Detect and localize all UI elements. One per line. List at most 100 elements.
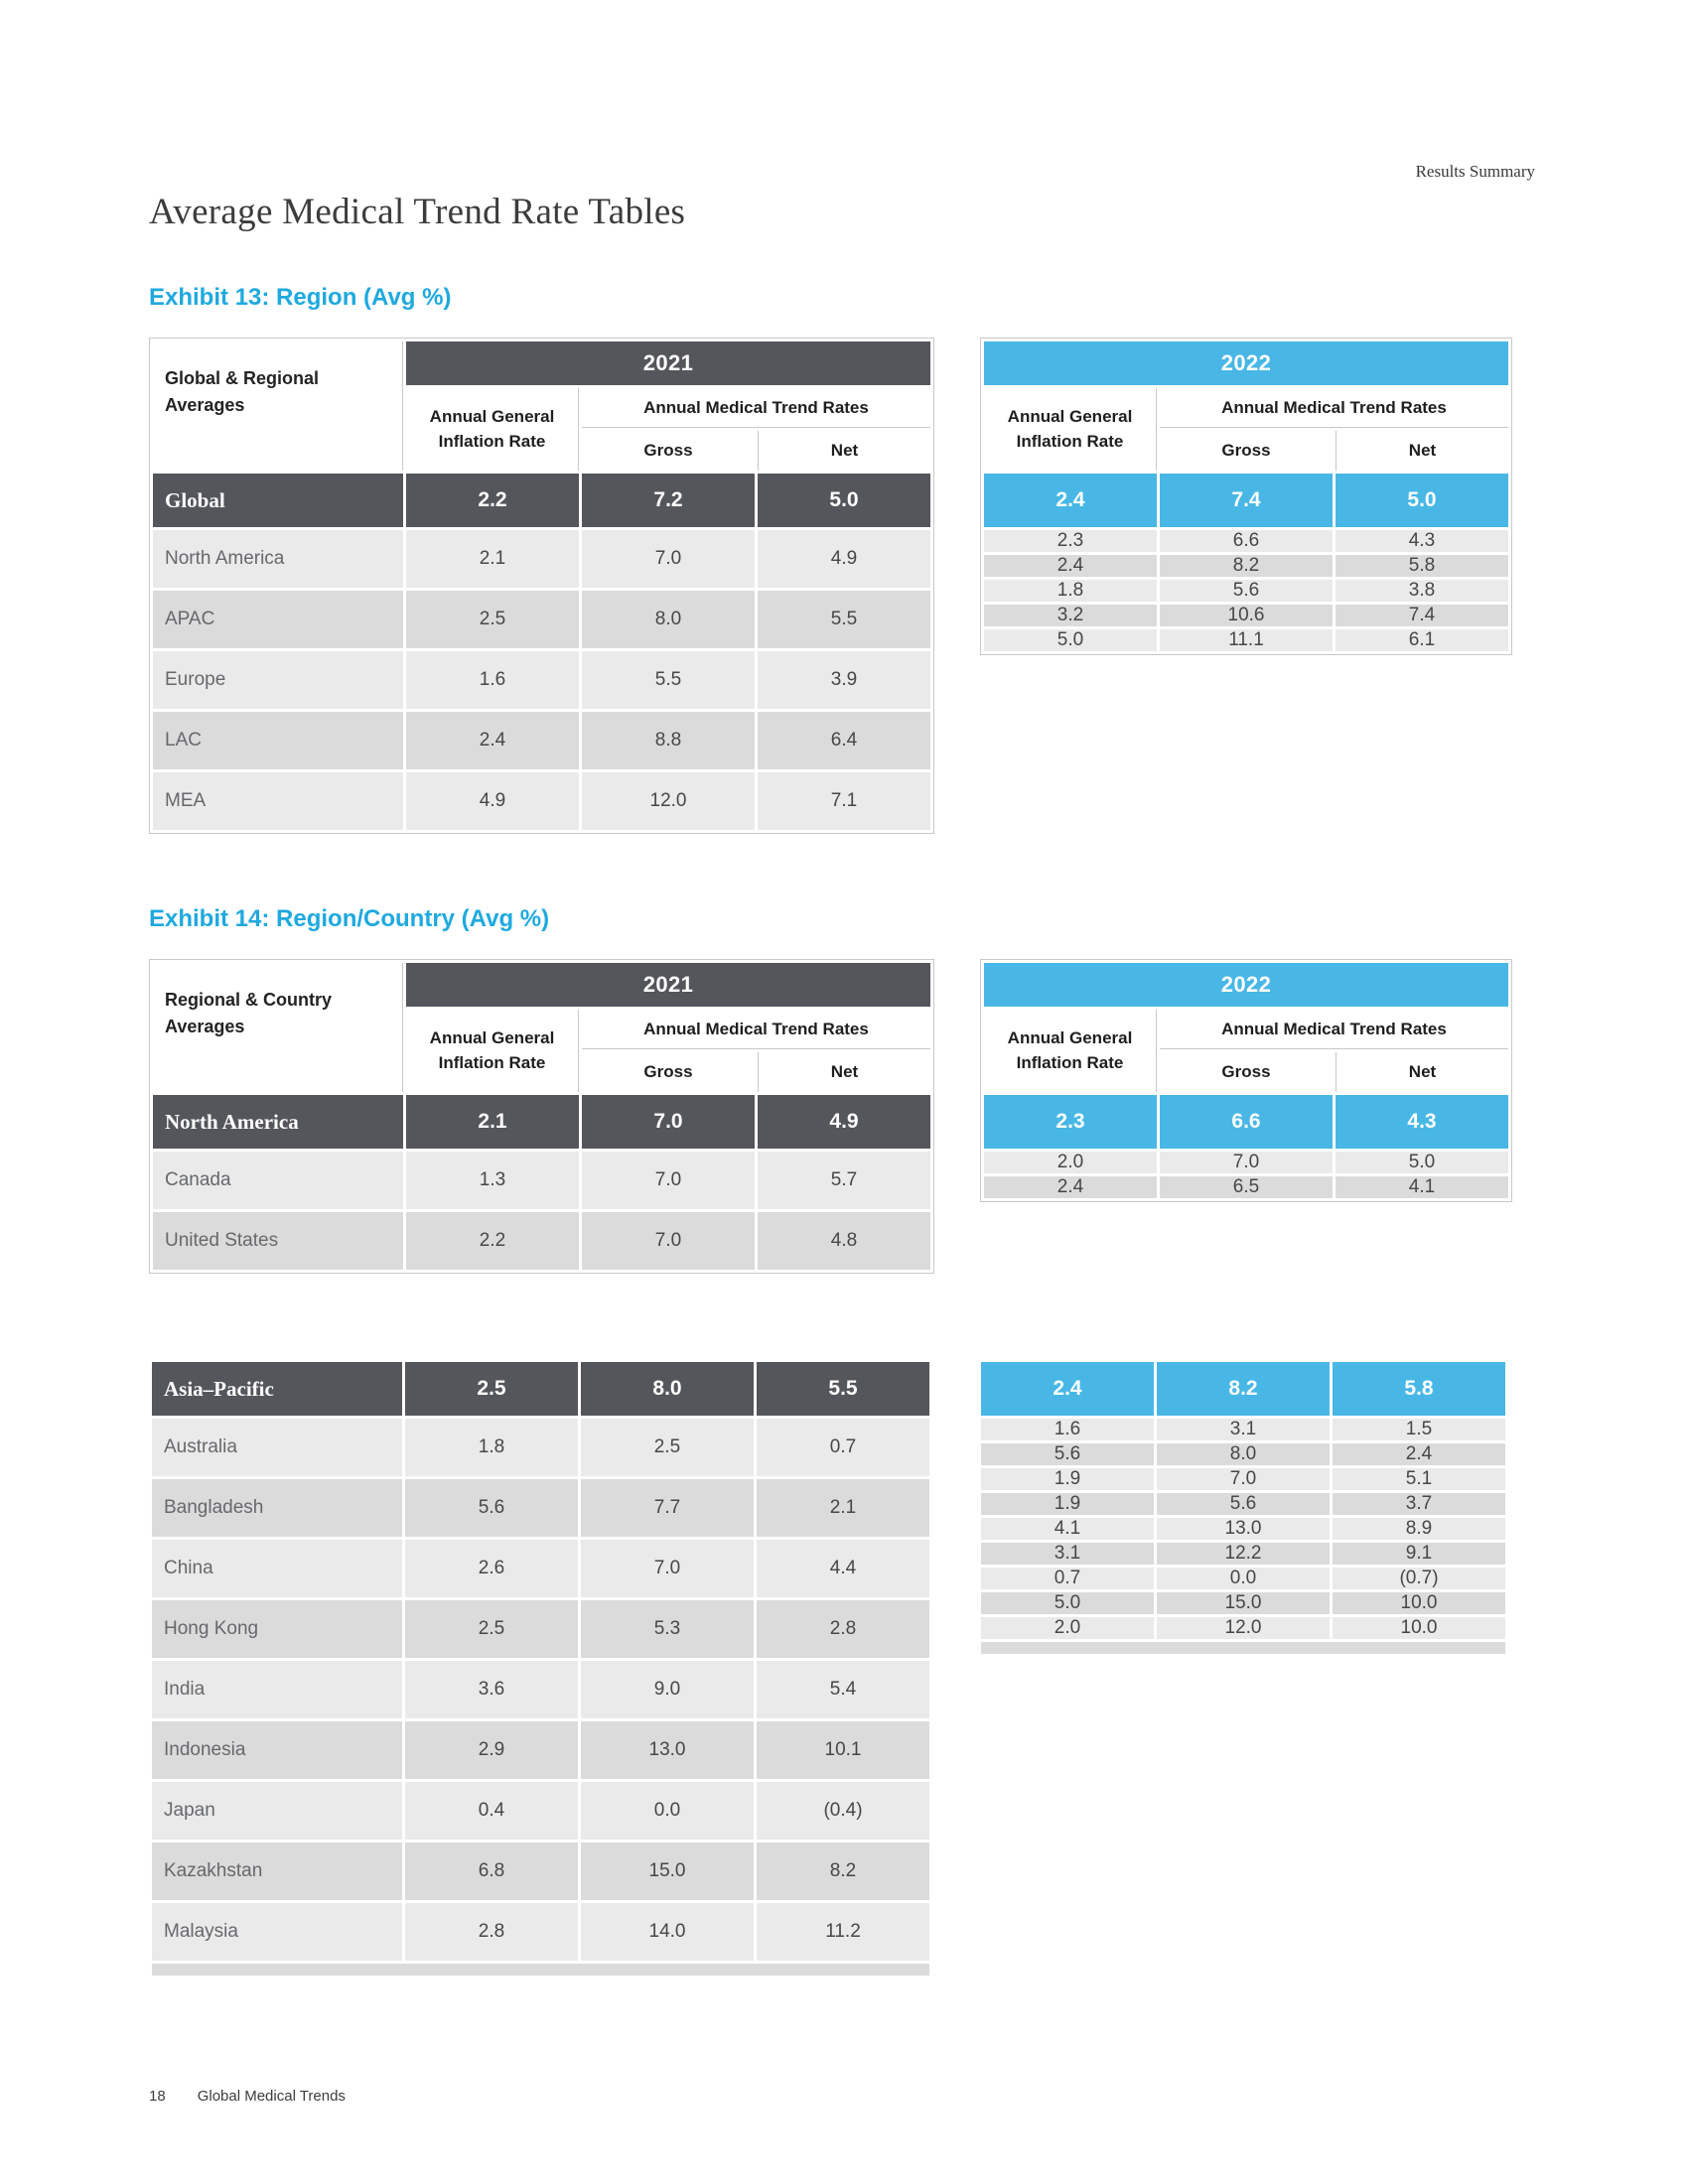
value-cell: 7.0 — [582, 1095, 755, 1150]
summary-row: Asia–Pacific 2.5 8.0 5.5 — [152, 1362, 929, 1417]
value-cell: 2.2 — [406, 1212, 579, 1271]
value-cell: 10.0 — [1333, 1592, 1505, 1615]
table-row: Japan 0.4 0.0 (0.4) — [152, 1782, 929, 1841]
country-label: United States — [153, 1212, 403, 1271]
value-cell: (0.4) — [757, 1782, 929, 1841]
value-cell: 1.8 — [984, 580, 1157, 603]
region-label: Global — [153, 474, 403, 528]
summary-row: 2.4 7.4 5.0 — [984, 474, 1508, 528]
truncated-row — [981, 1642, 1505, 1655]
table-row: 5.0 11.1 6.1 — [984, 629, 1508, 652]
table-row: India 3.6 9.0 5.4 — [152, 1661, 929, 1719]
summary-row: Global 2.2 7.2 5.0 — [153, 474, 930, 528]
value-cell: 6.6 — [1160, 1095, 1333, 1150]
table-row: MEA 4.9 12.0 7.1 — [153, 772, 930, 831]
summary-row: North America 2.1 7.0 4.9 — [153, 1095, 930, 1150]
value-cell: 4.9 — [758, 530, 930, 589]
table-row: 2.0 7.0 5.0 — [984, 1152, 1508, 1174]
value-cell: 3.2 — [984, 605, 1157, 627]
table-row: Australia 1.8 2.5 0.7 — [152, 1419, 929, 1477]
value-cell: 2.5 — [581, 1419, 754, 1477]
value-cell: 8.0 — [582, 591, 755, 649]
table-row: 3.2 10.6 7.4 — [984, 605, 1508, 627]
value-cell: 8.2 — [1157, 1362, 1330, 1417]
value-cell: 0.0 — [581, 1782, 754, 1841]
exhibit14-apac-table-2021: Asia–Pacific 2.5 8.0 5.5 Australia 1.8 2… — [149, 1359, 932, 1979]
value-cell: 6.8 — [405, 1843, 578, 1901]
table-row: 2022 — [984, 341, 1508, 386]
value-cell: 2.4 — [984, 474, 1157, 528]
col-header-gross: Gross — [582, 431, 755, 472]
table-row: Annual General Inflation Rate Annual Med… — [984, 388, 1508, 472]
value-cell: (0.7) — [1333, 1568, 1505, 1590]
region-label: North America — [153, 1095, 403, 1150]
exhibit14-apac-table-2022: 2.4 8.2 5.8 1.6 3.1 1.5 5.6 8.0 2.4 — [978, 1359, 1508, 1658]
value-cell: 2.8 — [757, 1600, 929, 1659]
table-row: Regional & Country Averages 2021 — [153, 963, 930, 1093]
value-cell: 5.5 — [758, 591, 930, 649]
table-row: China 2.6 7.0 4.4 — [152, 1540, 929, 1598]
apac-table-2022: 2.4 8.2 5.8 1.6 3.1 1.5 5.6 8.0 2.4 — [978, 1359, 1508, 1642]
footer-brand-text: Global Medical Trends — [197, 2088, 346, 2105]
value-cell: 1.8 — [405, 1419, 578, 1477]
value-cell: 7.0 — [582, 1212, 755, 1271]
value-cell: 4.8 — [758, 1212, 930, 1271]
value-cell: 2.5 — [405, 1362, 578, 1417]
value-cell: 9.0 — [581, 1661, 754, 1719]
region-label: Europe — [153, 651, 403, 710]
table-row: Kazakhstan 6.8 15.0 8.2 — [152, 1843, 929, 1901]
value-cell: 7.4 — [1336, 605, 1508, 627]
table-row: 2.4 8.2 5.8 — [984, 555, 1508, 578]
year-header-2021: 2021 — [406, 963, 930, 1008]
col-header-inflation: Annual General Inflation Rate — [406, 1010, 579, 1093]
value-cell: 2.4 — [406, 712, 579, 770]
value-cell: 11.1 — [1160, 629, 1333, 652]
col-header-net: Net — [1336, 431, 1508, 472]
value-cell: 12.0 — [582, 772, 755, 831]
value-cell: 10.0 — [1333, 1617, 1505, 1640]
value-cell: 3.8 — [1336, 580, 1508, 603]
summary-row: 2.4 8.2 5.8 — [981, 1362, 1505, 1417]
value-cell: 8.2 — [757, 1843, 929, 1901]
value-cell: 8.9 — [1333, 1518, 1505, 1541]
country-label: Indonesia — [152, 1721, 402, 1780]
table-row: 1.9 7.0 5.1 — [981, 1468, 1505, 1491]
table-row: Europe 1.6 5.5 3.9 — [153, 651, 930, 710]
country-table-2021: Regional & Country Averages 2021 Annual … — [150, 960, 933, 1273]
value-cell: 12.2 — [1157, 1543, 1330, 1566]
value-cell: 13.0 — [1157, 1518, 1330, 1541]
value-cell: 9.1 — [1333, 1543, 1505, 1566]
summary-row: 2.3 6.6 4.3 — [984, 1095, 1508, 1150]
value-cell: 10.1 — [757, 1721, 929, 1780]
country-label: Japan — [152, 1782, 402, 1841]
value-cell: 4.4 — [757, 1540, 929, 1598]
year-header-2022: 2022 — [984, 963, 1508, 1008]
page-title: Average Medical Trend Rate Tables — [149, 192, 686, 232]
exhibit14-table-2021: Regional & Country Averages 2021 Annual … — [149, 959, 934, 1275]
value-cell: 5.0 — [1336, 1152, 1508, 1174]
table-row: 1.6 3.1 1.5 — [981, 1419, 1505, 1441]
region-table-2021: Global & Regional Averages 2021 Annual G… — [150, 339, 933, 833]
report-page: Average Medical Trend Rate Tables Exhibi… — [149, 192, 1512, 1979]
row-group-title: Global & Regional Averages — [153, 341, 403, 472]
value-cell: 2.1 — [406, 1095, 579, 1150]
table-row: 4.1 13.0 8.9 — [981, 1518, 1505, 1541]
region-label: LAC — [153, 712, 403, 770]
value-cell: 5.6 — [981, 1443, 1154, 1466]
table-row: 2.4 6.5 4.1 — [984, 1176, 1508, 1199]
exhibit13-table-2022: 2022 Annual General Inflation Rate Annua… — [980, 338, 1512, 656]
country-label: Australia — [152, 1419, 402, 1477]
value-cell: 5.6 — [1157, 1493, 1330, 1516]
value-cell: 7.7 — [581, 1479, 754, 1538]
value-cell: 2.0 — [984, 1152, 1157, 1174]
value-cell: 5.7 — [758, 1152, 930, 1210]
table-row: Gross Net — [153, 431, 930, 472]
value-cell: 5.0 — [984, 629, 1157, 652]
value-cell: 12.0 — [1157, 1617, 1330, 1640]
exhibit13-table-2021: Global & Regional Averages 2021 Annual G… — [149, 338, 934, 835]
value-cell: 2.3 — [984, 1095, 1157, 1150]
value-cell: 4.1 — [981, 1518, 1154, 1541]
region-label: Asia–Pacific — [152, 1362, 402, 1417]
table-row: Annual General Inflation Rate Annual Med… — [984, 1010, 1508, 1093]
value-cell: 6.4 — [758, 712, 930, 770]
